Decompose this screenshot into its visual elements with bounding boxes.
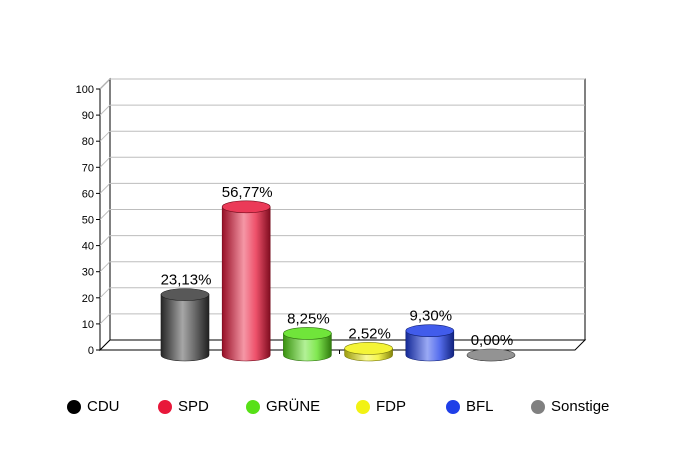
legend-item-grüne: GRÜNE	[246, 398, 320, 415]
y-tick-label: 50	[82, 215, 94, 227]
y-axis: 0 10 20 30 40 50 60 70 80 90 100	[76, 84, 100, 357]
bar-body	[221, 206, 271, 362]
y-tick-label: 30	[82, 267, 94, 279]
bar-cap	[160, 288, 210, 301]
legend-item-cdu: CDU	[67, 398, 120, 415]
legend-swatch	[531, 399, 545, 414]
bar-cap	[283, 327, 332, 340]
legend-swatch	[158, 399, 172, 414]
value-label: 8,25%	[287, 310, 330, 327]
legend-swatch	[446, 399, 460, 414]
bar-cdu	[160, 288, 210, 362]
y-tick-label: 80	[82, 136, 94, 148]
bar-cap	[344, 342, 393, 355]
bar-body	[283, 333, 332, 362]
bar-body	[405, 330, 455, 362]
y-tick-label: 60	[82, 188, 94, 200]
legend-label: CDU	[87, 398, 120, 415]
legend-label: FDP	[376, 398, 406, 415]
bar-body	[160, 294, 210, 362]
legend-item-sonstige: Sonstige	[531, 398, 609, 415]
y-tick-label: 40	[82, 241, 94, 253]
value-label: 23,13%	[161, 272, 212, 289]
bar-cap	[405, 324, 455, 338]
y-tick-label: 0	[88, 345, 94, 357]
bar-grüne	[283, 327, 332, 362]
bar-fdp	[344, 342, 393, 362]
bar-cap	[221, 200, 271, 214]
value-label: 56,77%	[222, 184, 273, 201]
legend-label: Sonstige	[551, 398, 610, 415]
legend-label: SPD	[178, 398, 209, 415]
value-labels: 23,13% 56,77% 8,25% 2,52% 9,30% 0,00%	[161, 184, 514, 349]
bar-sonstige	[466, 348, 516, 362]
legend-item-bfl: BFL	[446, 398, 494, 415]
legend-swatch	[356, 399, 370, 414]
legend-label: BFL	[466, 398, 494, 415]
bar-series	[160, 200, 516, 362]
value-label: 0,00%	[471, 332, 514, 349]
bar-bfl	[405, 324, 455, 362]
value-label: 9,30%	[410, 308, 453, 325]
legend-swatch	[67, 399, 81, 414]
legend: CDU SPD GRÜNE FDP BFL Sonstige	[0, 398, 678, 424]
bar-spd	[221, 200, 271, 362]
value-label: 2,52%	[348, 325, 391, 342]
y-tick-label: 100	[76, 84, 94, 96]
legend-label: GRÜNE	[266, 398, 321, 415]
bar-cap	[466, 348, 516, 362]
legend-item-spd: SPD	[158, 398, 209, 415]
y-tick-label: 70	[82, 162, 94, 174]
y-tick-label: 90	[82, 110, 94, 122]
y-tick-label: 20	[82, 293, 94, 305]
y-tick-label: 10	[82, 319, 94, 331]
legend-item-fdp: FDP	[356, 398, 406, 415]
legend-swatch	[246, 399, 260, 414]
